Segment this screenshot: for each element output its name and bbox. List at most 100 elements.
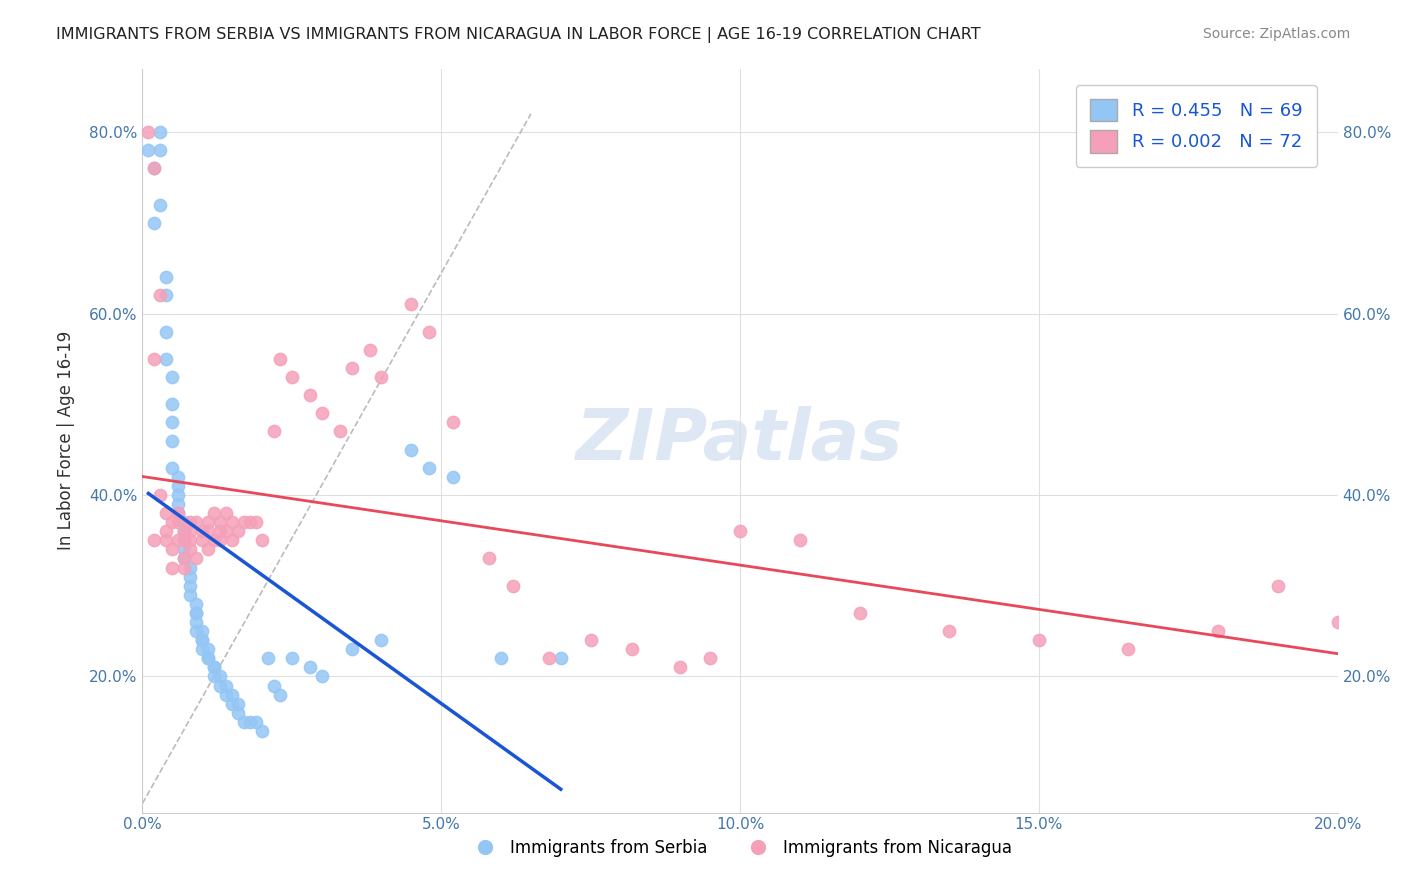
Point bbox=[728, 524, 751, 539]
Point bbox=[149, 143, 172, 157]
Point bbox=[138, 143, 160, 157]
Point bbox=[209, 669, 232, 683]
Point bbox=[250, 533, 273, 548]
Point bbox=[167, 488, 190, 502]
Point bbox=[502, 579, 524, 593]
Point bbox=[197, 542, 219, 557]
Point bbox=[298, 388, 321, 402]
Point bbox=[191, 624, 214, 638]
Point bbox=[441, 470, 464, 484]
Point bbox=[281, 651, 304, 665]
Point bbox=[550, 651, 572, 665]
Point bbox=[370, 370, 392, 384]
Point bbox=[155, 288, 177, 302]
Point bbox=[186, 515, 208, 529]
Point bbox=[143, 533, 166, 548]
Point bbox=[186, 606, 208, 620]
Legend: R = 0.455   N = 69, R = 0.002   N = 72: R = 0.455 N = 69, R = 0.002 N = 72 bbox=[1076, 85, 1316, 167]
Point bbox=[155, 351, 177, 366]
Point bbox=[143, 351, 166, 366]
Point bbox=[789, 533, 811, 548]
Point bbox=[186, 615, 208, 629]
Point bbox=[173, 551, 195, 566]
Point bbox=[167, 497, 190, 511]
Point bbox=[179, 588, 201, 602]
Point bbox=[162, 416, 184, 430]
Point bbox=[340, 642, 363, 657]
Point bbox=[537, 651, 560, 665]
Point bbox=[155, 270, 177, 285]
Text: Source: ZipAtlas.com: Source: ZipAtlas.com bbox=[1202, 27, 1350, 41]
Point bbox=[239, 714, 262, 729]
Point bbox=[167, 479, 190, 493]
Point bbox=[245, 714, 267, 729]
Point bbox=[263, 425, 285, 439]
Point bbox=[1206, 624, 1229, 638]
Point bbox=[250, 723, 273, 738]
Point bbox=[167, 506, 190, 520]
Point bbox=[162, 460, 184, 475]
Point bbox=[173, 542, 195, 557]
Point bbox=[186, 551, 208, 566]
Point bbox=[202, 533, 225, 548]
Point bbox=[418, 460, 440, 475]
Text: ZIPatlas: ZIPatlas bbox=[576, 406, 904, 475]
Point bbox=[401, 297, 423, 311]
Point bbox=[173, 560, 195, 574]
Point bbox=[162, 515, 184, 529]
Point bbox=[149, 488, 172, 502]
Point bbox=[298, 660, 321, 674]
Point bbox=[197, 524, 219, 539]
Point bbox=[340, 360, 363, 375]
Point bbox=[263, 679, 285, 693]
Point bbox=[441, 416, 464, 430]
Point bbox=[197, 515, 219, 529]
Point bbox=[167, 506, 190, 520]
Point bbox=[202, 506, 225, 520]
Point bbox=[167, 515, 190, 529]
Point bbox=[489, 651, 512, 665]
Point bbox=[221, 697, 243, 711]
Point bbox=[226, 697, 249, 711]
Point bbox=[191, 633, 214, 648]
Point bbox=[149, 288, 172, 302]
Point bbox=[138, 125, 160, 139]
Point bbox=[1028, 633, 1050, 648]
Point bbox=[143, 161, 166, 176]
Point bbox=[1326, 615, 1348, 629]
Point bbox=[162, 397, 184, 411]
Point bbox=[155, 325, 177, 339]
Point bbox=[202, 660, 225, 674]
Point bbox=[370, 633, 392, 648]
Point bbox=[329, 425, 352, 439]
Point bbox=[173, 533, 195, 548]
Point bbox=[221, 533, 243, 548]
Point bbox=[162, 434, 184, 448]
Point bbox=[269, 351, 291, 366]
Point bbox=[359, 343, 381, 357]
Point bbox=[621, 642, 644, 657]
Point bbox=[233, 515, 256, 529]
Point bbox=[162, 542, 184, 557]
Text: IMMIGRANTS FROM SERBIA VS IMMIGRANTS FROM NICARAGUA IN LABOR FORCE | AGE 16-19 C: IMMIGRANTS FROM SERBIA VS IMMIGRANTS FRO… bbox=[56, 27, 981, 43]
Point bbox=[226, 706, 249, 720]
Point bbox=[155, 506, 177, 520]
Point bbox=[173, 524, 195, 539]
Point bbox=[179, 524, 201, 539]
Point bbox=[149, 197, 172, 211]
Point bbox=[202, 660, 225, 674]
Y-axis label: In Labor Force | Age 16-19: In Labor Force | Age 16-19 bbox=[58, 331, 75, 550]
Point bbox=[197, 642, 219, 657]
Point bbox=[179, 542, 201, 557]
Point bbox=[191, 533, 214, 548]
Point bbox=[173, 533, 195, 548]
Point bbox=[186, 597, 208, 611]
Point bbox=[202, 669, 225, 683]
Point bbox=[699, 651, 721, 665]
Point bbox=[179, 560, 201, 574]
Point bbox=[179, 533, 201, 548]
Point bbox=[191, 633, 214, 648]
Point bbox=[209, 679, 232, 693]
Point bbox=[221, 515, 243, 529]
Point bbox=[281, 370, 304, 384]
